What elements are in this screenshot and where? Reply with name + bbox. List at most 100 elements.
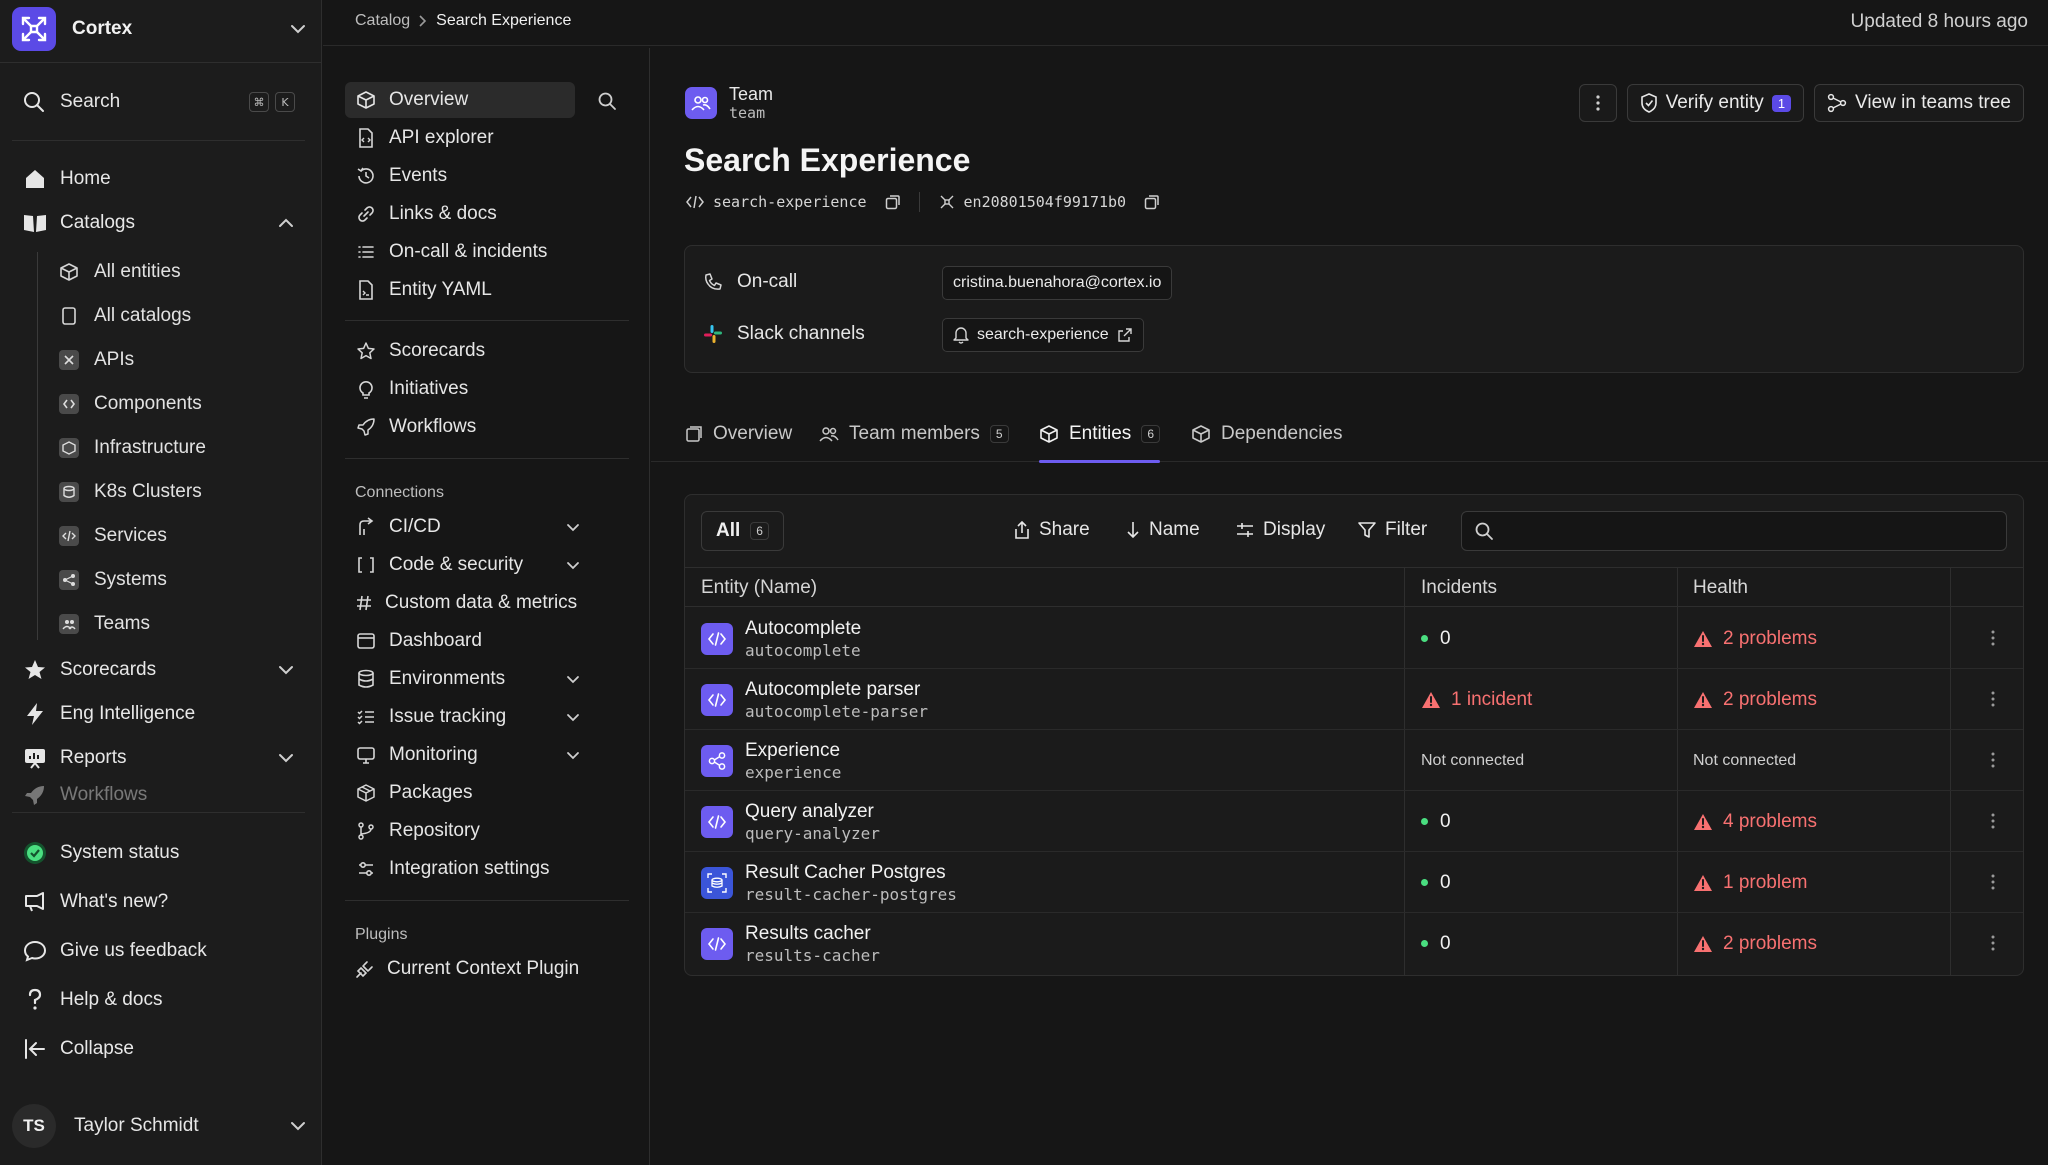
subnav-item-packages[interactable]: Packages [345, 775, 575, 811]
copy-cid-icon[interactable] [1144, 194, 1160, 210]
view-teams-tree-button[interactable]: View in teams tree [1814, 84, 2024, 122]
subnav-item-links-docs[interactable]: Links & docs [345, 196, 575, 232]
entity-name[interactable]: Experience [745, 740, 841, 761]
entity-name[interactable]: Result Cacher Postgres [745, 862, 946, 883]
user-menu[interactable]: TS Taylor Schmidt [12, 1104, 307, 1148]
slack-channel-chip[interactable]: search-experience [942, 318, 1144, 352]
entity-name[interactable]: Query analyzer [745, 801, 874, 822]
breadcrumb-catalog[interactable]: Catalog [355, 12, 411, 29]
sidebar-item-apis[interactable]: APIs [58, 343, 295, 377]
filter-all-button[interactable]: All 6 [701, 511, 784, 551]
subnav-item-repository[interactable]: Repository [345, 813, 575, 849]
health-problems[interactable]: 1 problem [1693, 872, 1808, 894]
subnav-item-api-explorer[interactable]: API explorer [345, 120, 575, 156]
subnav-item-code-security[interactable]: Code & security [345, 547, 579, 583]
copy-tag-icon[interactable] [885, 194, 901, 210]
health-problems-label: 4 problems [1723, 810, 1817, 832]
tab-entities[interactable]: Entities 6 [1039, 406, 1160, 463]
sidebar-item-feedback[interactable]: Give us feedback [22, 934, 295, 968]
subnav-item-overview[interactable]: Overview [345, 82, 575, 118]
table-row[interactable]: Autocomplete autocomplete 0 2 problems [685, 608, 2023, 669]
entity-name[interactable]: Results cacher [745, 923, 871, 944]
health-problems[interactable]: 2 problems [1693, 933, 1817, 955]
incidents-cell: Not connected [1421, 730, 1524, 791]
display-button[interactable]: Display [1235, 519, 1325, 541]
sidebar-item-home[interactable]: Home [22, 162, 295, 196]
incidents-warning[interactable]: 1 incident [1421, 689, 1532, 711]
subnav-item-workflows[interactable]: Workflows [345, 409, 575, 445]
share-button[interactable]: Share [1013, 519, 1090, 541]
sidebar-item-label: Workflows [60, 784, 148, 805]
entity-name[interactable]: Autocomplete parser [745, 679, 921, 700]
more-actions-button[interactable] [1578, 84, 1617, 122]
verify-entity-button[interactable]: Verify entity 1 [1626, 84, 1805, 122]
sidebar-item-help[interactable]: Help & docs [22, 983, 295, 1017]
sidebar-item-all-entities[interactable]: All entities [58, 255, 295, 289]
health-cell: 2 problems [1693, 608, 1817, 669]
subnav-item-cicd[interactable]: CI/CD [345, 509, 579, 545]
sidebar-item-systems[interactable]: Systems [58, 563, 295, 597]
sidebar-item-infrastructure[interactable]: Infrastructure [58, 431, 295, 465]
sidebar-item-teams[interactable]: Teams [58, 607, 295, 641]
table-row[interactable]: Experience experience Not connected Not con… [685, 730, 2023, 791]
sidebar-item-services[interactable]: Services [58, 519, 295, 553]
sidebar-item-workflows[interactable]: Workflows [22, 784, 295, 806]
sidebar-item-catalogs[interactable]: Catalogs [22, 206, 295, 240]
subnav-item-oncall[interactable]: On-call & incidents [345, 234, 575, 270]
table-row[interactable]: Result Cacher Postgres result-cacher-post… [685, 852, 2023, 913]
row-menu-icon[interactable] [1991, 691, 1995, 707]
subnav-item-integration-settings[interactable]: Integration settings [345, 851, 575, 887]
health-problems[interactable]: 2 problems [1693, 689, 1817, 711]
cube-icon [1039, 424, 1059, 444]
subnav-item-label: CI/CD [389, 516, 441, 537]
row-menu-icon[interactable] [1991, 813, 1995, 829]
filter-button[interactable]: Filter [1357, 519, 1427, 541]
subnav-item-dashboard[interactable]: Dashboard [345, 623, 575, 659]
table-search-input[interactable] [1461, 511, 2007, 551]
subnav-item-custom-data[interactable]: Custom data & metrics [345, 585, 577, 621]
sidebar-item-k8s-clusters[interactable]: K8s Clusters [58, 475, 295, 509]
sidebar-item-scorecards[interactable]: Scorecards [22, 653, 295, 687]
sidebar-item-label: Systems [94, 569, 167, 590]
search-button[interactable]: Search ⌘ K [22, 88, 295, 116]
entity-name[interactable]: Autocomplete [745, 618, 862, 639]
org-switcher[interactable]: Cortex [12, 6, 307, 52]
subnav-item-current-context-plugin[interactable]: Current Context Plugin [345, 951, 579, 987]
sidebar-item-whats-new[interactable]: What's new? [22, 885, 295, 919]
health-problems[interactable]: 2 problems [1693, 628, 1817, 650]
subnav-item-issue-tracking[interactable]: Issue tracking [345, 699, 579, 735]
subnav-item-monitoring[interactable]: Monitoring [345, 737, 579, 773]
subnav-item-events[interactable]: Events [345, 158, 575, 194]
tab-team-members[interactable]: Team members 5 [819, 406, 1009, 462]
tab-overview[interactable]: Overview [685, 406, 792, 462]
sidebar-item-all-catalogs[interactable]: All catalogs [58, 299, 295, 333]
table-row[interactable]: Results cacher results-cacher 0 2 problems [685, 913, 2023, 974]
column-header-health[interactable]: Health [1693, 577, 1748, 598]
chevron-right-icon [418, 14, 428, 28]
oncall-email-chip[interactable]: cristina.buenahora@cortex.io [942, 266, 1173, 300]
sidebar-item-system-status[interactable]: System status [22, 836, 295, 870]
health-problems[interactable]: 4 problems [1693, 811, 1817, 833]
row-menu-icon[interactable] [1991, 935, 1995, 951]
subnav-item-label: On-call & incidents [389, 241, 548, 262]
subnav-item-environments[interactable]: Environments [345, 661, 579, 697]
sidebar-collapse-button[interactable]: Collapse [22, 1032, 295, 1066]
sidebar-item-eng-intelligence[interactable]: Eng Intelligence [22, 697, 295, 731]
row-menu-icon[interactable] [1991, 630, 1995, 646]
search-icon[interactable] [597, 91, 617, 111]
sidebar-item-label: System status [60, 842, 180, 863]
sidebar-item-reports[interactable]: Reports [22, 741, 295, 775]
column-header-incidents[interactable]: Incidents [1421, 577, 1498, 598]
sidebar-item-components[interactable]: Components [58, 387, 295, 421]
row-menu-icon[interactable] [1991, 874, 1995, 890]
slack-label: Slack channels [737, 323, 865, 344]
subnav-item-initiatives[interactable]: Initiatives [345, 371, 575, 407]
table-row[interactable]: Query analyzer query-analyzer 0 4 problems [685, 791, 2023, 852]
subnav-item-scorecards[interactable]: Scorecards [345, 333, 575, 369]
sort-name-button[interactable]: Name [1125, 519, 1200, 541]
tab-dependencies[interactable]: Dependencies [1191, 406, 1342, 462]
subnav-item-entity-yaml[interactable]: Entity YAML [345, 272, 575, 308]
row-menu-icon[interactable] [1991, 752, 1995, 768]
column-header-entity[interactable]: Entity (Name) [701, 577, 818, 598]
table-row[interactable]: Autocomplete parser autocomplete-parser 1 … [685, 669, 2023, 730]
